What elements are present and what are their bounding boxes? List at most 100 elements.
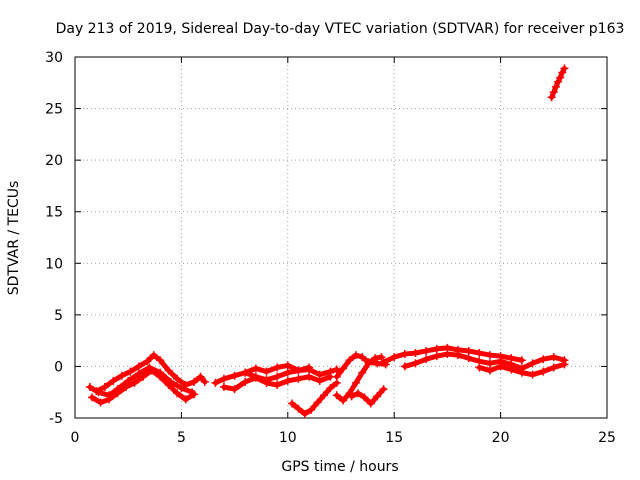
data-point [200,377,209,386]
data-point [307,405,316,414]
data-point [400,362,409,371]
data-point [432,352,441,361]
data-point [294,366,303,375]
data-point [351,378,360,387]
y-tick-label: 30 [45,50,63,66]
data-point [475,363,484,372]
data-point [373,359,382,368]
data-point [211,378,220,387]
data-point [156,356,165,365]
data-point [88,393,97,402]
data-point [464,346,473,355]
data-point [390,353,399,362]
data-point [371,354,380,363]
data-point [283,361,292,370]
data-point [339,364,348,373]
data-point [196,372,205,381]
data-point [134,369,143,378]
series-trail [87,352,208,394]
data-point [345,356,354,365]
data-point [422,346,431,355]
data-point [219,383,228,392]
data-point [528,359,537,368]
data-point [300,409,309,418]
data-point [454,351,463,360]
data-point [262,378,271,387]
data-point [539,367,548,376]
data-point [377,353,386,362]
data-point [149,351,158,360]
x-tick-label: 0 [71,430,80,446]
data-point [130,378,139,387]
series-track-l [400,350,569,373]
data-point [283,376,292,385]
data-point [443,350,452,359]
data-points [85,64,569,418]
data-point [558,68,567,77]
data-point [354,389,363,398]
x-tick-label: 15 [385,430,403,446]
series-track-a [85,351,209,396]
y-tick-label: 5 [54,308,63,324]
series-track-i [332,353,386,405]
x-axis-label: GPS time / hours [281,459,398,475]
x-tick-label: 25 [598,430,616,446]
data-point [551,82,560,91]
series-trail [95,364,195,398]
y-tick-label: 15 [45,205,63,221]
data-point [156,368,165,377]
x-tick-label: 20 [492,430,510,446]
x-tick-label: 5 [177,430,186,446]
data-point [366,399,375,408]
data-point [164,366,173,375]
data-point [230,371,239,380]
data-point [273,372,282,381]
y-tick-label: 10 [45,256,63,272]
data-point [411,359,420,368]
series-trail [289,380,340,417]
data-point [332,391,341,400]
series-trail [334,354,384,403]
data-point [517,356,526,365]
data-point [507,365,516,374]
data-point [94,388,103,397]
data-point [181,395,190,404]
data-point [219,374,228,383]
data-point [411,349,420,358]
data-point [139,372,148,381]
data-point [85,383,94,392]
data-point [560,64,569,73]
series-track-n [547,64,569,102]
data-point [379,385,388,394]
data-point [96,398,105,407]
data-point [432,344,441,353]
data-point [364,359,373,368]
x-tick-label: 10 [279,430,297,446]
data-point [241,377,250,386]
data-point [319,391,328,400]
data-point [134,362,143,371]
data-point [241,368,250,377]
data-point [475,349,484,358]
data-point [294,374,303,383]
data-point [251,364,260,373]
data-point [251,373,260,382]
data-point [283,368,292,377]
data-point [528,370,537,379]
y-tick-label: -5 [49,411,63,427]
chart-title: Day 213 of 2019, Sidereal Day-to-day VTE… [56,21,625,37]
series-track-j [347,385,388,408]
data-point [124,376,133,385]
data-point [485,366,494,375]
data-point [379,358,388,367]
data-point [539,355,548,364]
data-point [113,385,122,394]
y-tick-label: 20 [45,153,63,169]
y-tick-label: 25 [45,102,63,118]
data-point [547,93,556,102]
data-point [126,367,135,376]
data-point [556,73,565,82]
data-point [485,359,494,368]
data-point [549,363,558,372]
data-point [294,404,303,413]
